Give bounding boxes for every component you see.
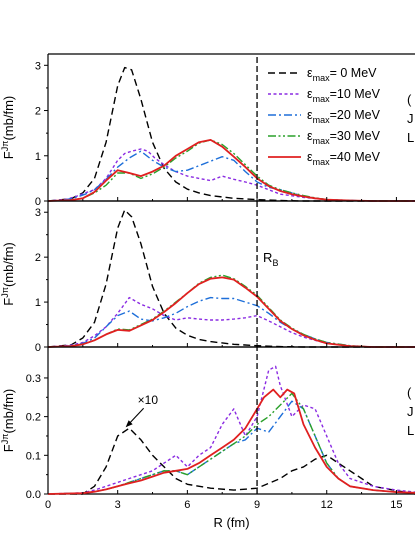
series-line-2 xyxy=(47,365,415,495)
x-tick-label: 6 xyxy=(184,499,190,511)
annotation-arrowhead xyxy=(125,420,133,428)
y-tick-label: 3 xyxy=(35,60,41,72)
panel-side-label: L xyxy=(407,423,414,438)
x-tick-label: 9 xyxy=(254,499,260,511)
series-line-5 xyxy=(47,276,415,348)
series-line-5 xyxy=(47,138,415,202)
legend-entry-2: εmax=10 MeV xyxy=(307,87,381,104)
panels: 0 1 2 3 FJπ(mb/fm) 0 1 2 3 FJπ(mb/fm) 0.0 0.1 0.2 0.3… xyxy=(0,53,415,501)
y-axis-title: FJπ(mb/fm) xyxy=(0,389,16,452)
series-line-4 xyxy=(47,392,415,495)
panel-side-label: ( xyxy=(407,92,412,107)
y-tick-label: 0.1 xyxy=(26,450,41,462)
panel-side-label: J xyxy=(407,404,414,419)
series-line-2 xyxy=(47,296,415,348)
legend-entry-4: εmax=30 MeV xyxy=(307,129,381,146)
series-line-2 xyxy=(47,148,415,202)
x-tick-label: 0 xyxy=(45,499,51,511)
x-axis: 0 3 6 9 12 15 R (fm) xyxy=(45,197,403,530)
legend-entry-1: εmax= 0 MeV xyxy=(307,66,377,83)
x-tick-label: 3 xyxy=(115,499,121,511)
barrier-line-layer: RB(JL(JL xyxy=(256,57,414,494)
series-line-3 xyxy=(47,400,415,495)
panel-3: 0.0 0.1 0.2 0.3 FJπ(mb/fm) xyxy=(0,346,415,501)
annotation-text: ×10 xyxy=(138,393,159,407)
panel-side-label: ( xyxy=(407,385,412,400)
series-line-5 xyxy=(47,388,415,495)
legend: εmax= 0 MeV εmax=10 MeV εmax=20 MeV εmax=30… xyxy=(268,66,381,167)
panel-2: 0 1 2 3 FJπ(mb/fm) xyxy=(0,200,415,354)
y-tick-label: 1 xyxy=(35,151,41,163)
y-tick-label: 0 xyxy=(35,196,41,208)
y-tick-label: 3 xyxy=(35,207,41,219)
series-line-3 xyxy=(47,150,415,202)
x-tick-label: 15 xyxy=(390,499,402,511)
series-line-3 xyxy=(47,296,415,348)
y-tick-label: 2 xyxy=(35,252,41,264)
y-tick-label: 2 xyxy=(35,106,41,118)
x-axis-title: R (fm) xyxy=(213,515,249,530)
barrier-label: RB xyxy=(263,250,278,268)
y-axis-title: FJπ(mb/fm) xyxy=(0,242,16,305)
annotation: ×10 xyxy=(125,393,159,428)
panel-side-label: J xyxy=(407,111,414,126)
y-tick-label: 0.2 xyxy=(26,412,41,424)
y-tick-label: 0.3 xyxy=(26,373,41,385)
x-tick-label: 12 xyxy=(321,499,333,511)
legend-entry-3: εmax=20 MeV xyxy=(307,108,381,125)
y-tick-label: 0.0 xyxy=(26,489,41,501)
y-axis-title: FJπ(mb/fm) xyxy=(0,96,16,159)
series-line-1 xyxy=(48,427,415,495)
y-tick-label: 1 xyxy=(35,297,41,309)
panel-side-label: L xyxy=(407,130,414,145)
y-tick-label: 0 xyxy=(35,342,41,354)
legend-entry-5: εmax=40 MeV xyxy=(307,150,381,167)
